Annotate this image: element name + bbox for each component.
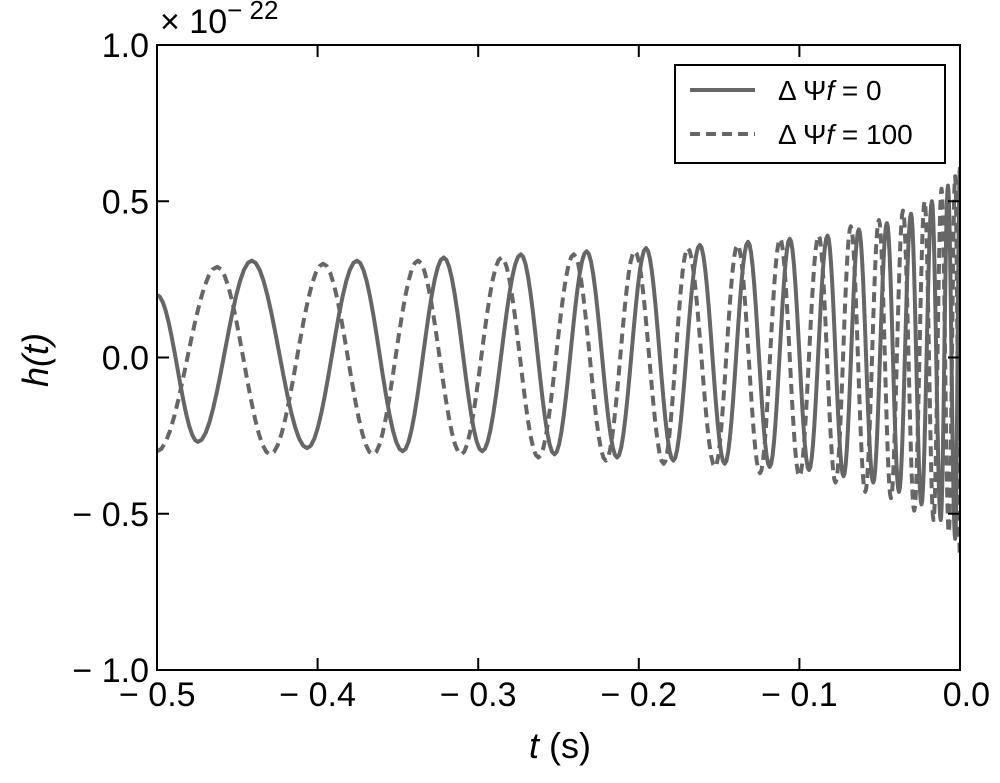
legend-frame	[674, 64, 946, 164]
legend: Δ Ψf = 0 Δ Ψf = 100	[674, 64, 946, 164]
y-tick-label: 0.0	[102, 340, 149, 378]
x-tick-label: − 0.3	[440, 676, 517, 714]
x-tick-label: − 0.2	[601, 676, 678, 714]
y-tick-label: 0.5	[102, 183, 149, 221]
offset-exponent: − 22	[227, 0, 278, 25]
legend-label-1: Δ Ψf = 100	[778, 119, 913, 150]
x-tick-label: 0.0	[943, 676, 990, 714]
offset-text: × 10− 22	[160, 0, 278, 41]
y-tick-label: 1.0	[102, 27, 149, 65]
y-axis-label: h(t)	[15, 333, 56, 387]
x-tick-label: − 0.1	[761, 676, 838, 714]
y-tick-label: − 1.0	[72, 652, 149, 690]
series-layer	[157, 166, 960, 558]
y-tick-label: − 0.5	[72, 496, 149, 534]
x-tick-label: − 0.4	[279, 676, 356, 714]
tick-layer: − 0.5− 0.4− 0.3− 0.2− 0.1 0.0− 1.0− 0.50.…	[72, 27, 990, 714]
x-axis-label: t (s)	[529, 725, 591, 766]
x-tick-label: − 0.5	[119, 676, 196, 714]
series-line-1	[157, 174, 960, 558]
legend-label-0: Δ Ψf = 0	[778, 75, 882, 106]
